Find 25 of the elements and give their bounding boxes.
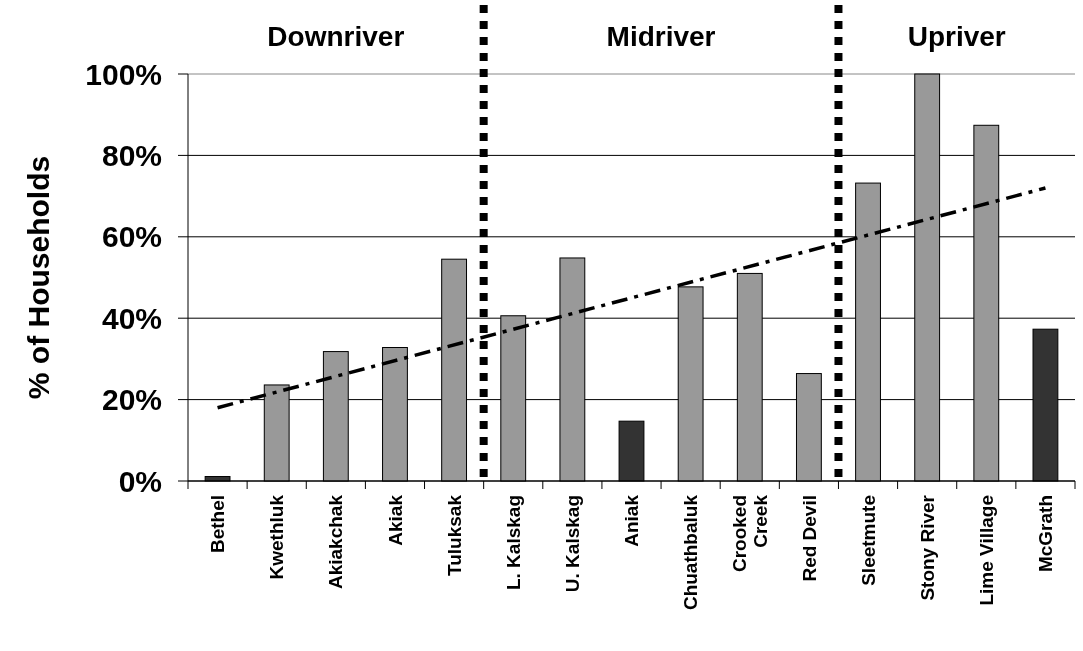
y-axis-title: % of Households — [21, 155, 55, 400]
y-tick-label: 40% — [101, 301, 162, 335]
x-tick-label: Akiakchak — [325, 494, 347, 590]
x-tick-label: Tuluksak — [443, 494, 465, 576]
y-tick-label: 60% — [101, 220, 162, 254]
y-tick-label: 0% — [118, 464, 162, 498]
x-tick-label: Sleetmute — [857, 495, 879, 586]
text: Upriver — [907, 21, 1006, 52]
x-tick-label: Lime Village — [975, 495, 997, 606]
text: Midriver — [606, 21, 716, 52]
y-tick-label: 100% — [85, 57, 162, 91]
x-tick-label: Bethel — [207, 495, 229, 554]
x-tick-label: Akiak — [384, 494, 406, 546]
x-tick-label: U. Kalskag — [562, 495, 584, 593]
x-tick-label: McGrath — [1035, 495, 1057, 573]
x-tick-label: Chuathbaluk — [680, 494, 702, 611]
x-tick-label: Kwethluk — [266, 494, 288, 580]
x-tick-label: Crooked Creek — [728, 494, 771, 573]
x-tick-label: Stony River — [916, 494, 938, 601]
x-tick-label: L. Kalskag — [502, 495, 524, 591]
y-tick-label: 80% — [101, 138, 162, 172]
x-tick-label: Red Devil — [798, 495, 820, 582]
y-tick-label: 20% — [101, 383, 162, 417]
x-tick-label: Aniak — [621, 494, 643, 547]
text: Downriver — [267, 21, 405, 52]
